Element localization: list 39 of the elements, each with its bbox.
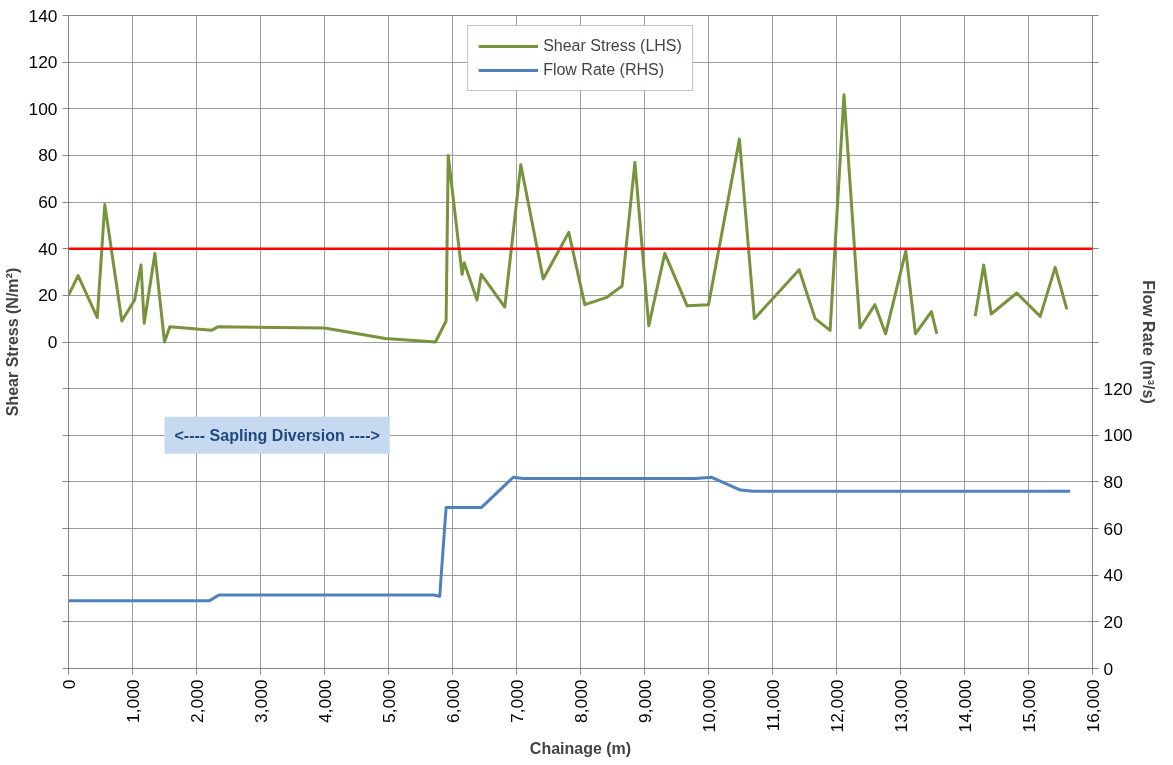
y-axis-title: Shear Stress (N/m²): [3, 267, 21, 417]
y-tick-label: 140: [28, 5, 58, 26]
y-tick-label: 40: [38, 238, 58, 259]
x-tick-label: 10,000: [698, 679, 719, 733]
x-tick-label: 1,000: [122, 679, 143, 723]
x-tick-label: 12,000: [826, 679, 847, 733]
y2-tick-label: 0: [1103, 658, 1114, 679]
y2-tick-label: 120: [1103, 378, 1133, 399]
x-tick-label: 4,000: [314, 679, 335, 723]
x-tick-label: 6,000: [442, 679, 463, 723]
y2-tick-label: 40: [1103, 565, 1123, 586]
x-tick-label: 5,000: [378, 679, 399, 723]
x-tick-label: 11,000: [762, 679, 783, 732]
x-tick-label: 7,000: [506, 679, 527, 723]
x-tick-label: 0: [58, 679, 79, 690]
x-axis-title: Chainage (m): [529, 740, 632, 758]
x-tick-label: 14,000: [954, 679, 975, 733]
x-tick-label: 15,000: [1018, 679, 1039, 733]
y2-tick-label: 60: [1103, 518, 1123, 539]
line-series: [68, 475, 1072, 603]
y2-tick-label: 20: [1103, 611, 1123, 632]
y-tick-label: 120: [28, 52, 58, 73]
y2-axis-title: Flow Rate (m³/s): [1140, 280, 1158, 404]
x-tick-label: 8,000: [570, 679, 591, 723]
y2-tick-label: 100: [1103, 425, 1133, 446]
y-tick-label: 20: [38, 285, 58, 306]
x-tick-label: 2,000: [186, 679, 207, 723]
annotation: <---- Sapling Diversion ---->: [174, 426, 380, 444]
y-tick-label: 0: [47, 332, 58, 352]
legend-label: Flow Rate (RHS): [543, 61, 665, 79]
legend-label: Shear Stress (LHS): [543, 37, 682, 55]
y-tick-label: 80: [38, 145, 58, 166]
x-tick-label: 13,000: [890, 679, 911, 733]
x-tick-label: 9,000: [634, 679, 655, 723]
x-tick-label: 3,000: [250, 679, 271, 723]
x-tick-label: 16,000: [1082, 679, 1103, 733]
y2-tick-label: 80: [1103, 471, 1123, 492]
y-tick-label: 100: [28, 98, 58, 119]
y-tick-label: 60: [38, 192, 58, 213]
